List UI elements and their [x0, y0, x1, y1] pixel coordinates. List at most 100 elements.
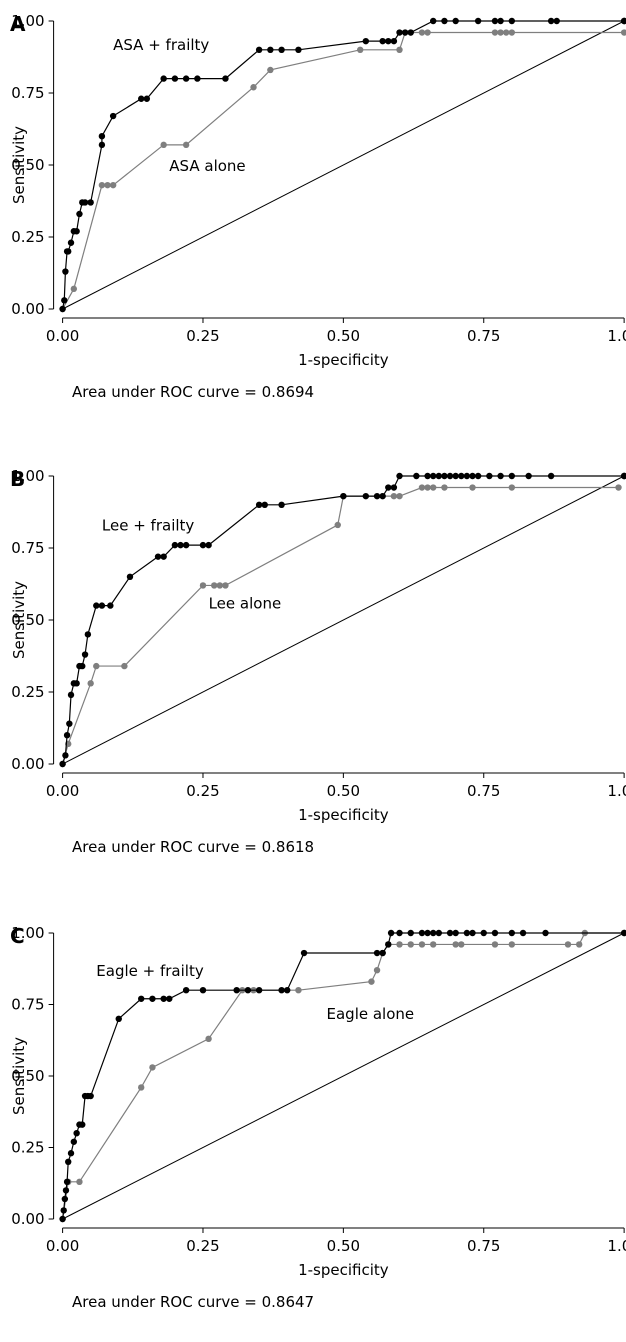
data-point: [205, 541, 212, 549]
data-point: [61, 1195, 69, 1203]
y-tick-label: 0.75: [11, 84, 44, 102]
data-point: [143, 95, 151, 102]
x-axis-label: 1-specificity: [298, 351, 389, 369]
data-point: [441, 472, 448, 480]
data-point: [385, 37, 392, 45]
x-tick-label: 0.00: [46, 1237, 79, 1255]
data-point: [79, 1121, 86, 1128]
data-point: [340, 492, 347, 500]
data-point: [138, 95, 145, 102]
data-point: [87, 1092, 94, 1100]
series-annotation: Lee + frailty: [102, 517, 195, 535]
data-point: [93, 662, 100, 670]
data-point: [62, 1187, 70, 1194]
data-point: [486, 472, 493, 480]
data-point: [446, 929, 454, 937]
x-tick-label: 0.25: [186, 782, 219, 800]
data-point: [497, 17, 504, 25]
data-point: [503, 29, 510, 36]
data-point: [250, 84, 257, 91]
data-point: [300, 949, 308, 957]
series-annotation: ASA + frailty: [113, 36, 209, 54]
data-point: [385, 941, 392, 948]
data-point: [620, 17, 626, 25]
y-axis-label: Sensitivity: [10, 1037, 28, 1115]
auc-text: Area under ROC curve = 0.8694: [72, 383, 314, 401]
data-point: [79, 662, 86, 670]
data-point: [362, 37, 370, 45]
data-point: [255, 501, 263, 508]
data-point: [491, 929, 499, 937]
data-point: [424, 484, 431, 491]
data-point: [160, 553, 167, 560]
y-tick-label: 0.25: [11, 228, 44, 246]
data-point: [67, 239, 75, 246]
data-point: [576, 941, 583, 948]
data-point: [379, 949, 386, 957]
data-point: [70, 285, 78, 293]
data-point: [424, 29, 431, 36]
y-tick-label: 0.25: [11, 683, 44, 701]
data-point: [84, 631, 92, 638]
data-point: [199, 987, 207, 994]
data-point: [62, 268, 69, 275]
data-point: [469, 929, 476, 937]
data-point: [149, 1064, 156, 1071]
reference-diagonal: [62, 20, 625, 310]
y-tick-label: 0.50: [11, 1067, 44, 1085]
data-point: [379, 492, 386, 500]
data-point: [497, 472, 504, 480]
series-line: [62, 31, 625, 310]
data-point: [474, 17, 482, 25]
y-tick-label: 0.25: [11, 1139, 44, 1157]
data-point: [211, 582, 218, 589]
data-point: [413, 472, 420, 480]
y-tick-label: 0.00: [11, 1210, 44, 1228]
data-point: [63, 732, 71, 739]
data-point: [233, 987, 240, 994]
data-point: [284, 987, 291, 994]
data-point: [126, 573, 134, 580]
data-point: [497, 29, 504, 36]
data-point: [62, 752, 69, 759]
series-eagle-frailty: [59, 929, 626, 1223]
data-point: [65, 248, 72, 255]
data-point: [424, 929, 431, 937]
data-point: [396, 46, 403, 53]
data-point: [121, 662, 128, 670]
data-point: [278, 501, 285, 508]
data-point: [396, 929, 403, 937]
data-point: [362, 492, 370, 500]
data-point: [182, 987, 190, 994]
data-point: [446, 472, 454, 480]
data-point: [469, 484, 476, 491]
data-point: [154, 553, 162, 560]
data-point: [385, 484, 392, 491]
data-point: [390, 484, 398, 491]
data-point: [401, 29, 409, 36]
x-tick-label: 0.50: [327, 1237, 360, 1255]
data-point: [59, 1215, 66, 1223]
data-point: [60, 1207, 67, 1214]
data-point: [87, 680, 94, 687]
y-tick-label: 0.50: [11, 156, 44, 174]
x-tick-label: 0.75: [467, 1237, 500, 1255]
data-point: [452, 17, 459, 25]
data-point: [98, 602, 106, 609]
x-tick-label: 1.00: [607, 1237, 626, 1255]
data-point: [430, 941, 437, 948]
data-point: [491, 941, 499, 948]
data-point: [463, 929, 471, 937]
data-point: [278, 987, 285, 994]
x-tick-label: 0.25: [186, 1237, 219, 1255]
data-point: [98, 133, 106, 140]
data-point: [222, 75, 229, 82]
data-point: [81, 199, 89, 206]
data-point: [418, 484, 426, 491]
data-point: [620, 472, 626, 480]
series-asa-frailty: [59, 17, 626, 313]
data-point: [109, 181, 117, 189]
data-point: [98, 141, 106, 149]
data-point: [469, 472, 476, 480]
data-point: [441, 17, 448, 25]
